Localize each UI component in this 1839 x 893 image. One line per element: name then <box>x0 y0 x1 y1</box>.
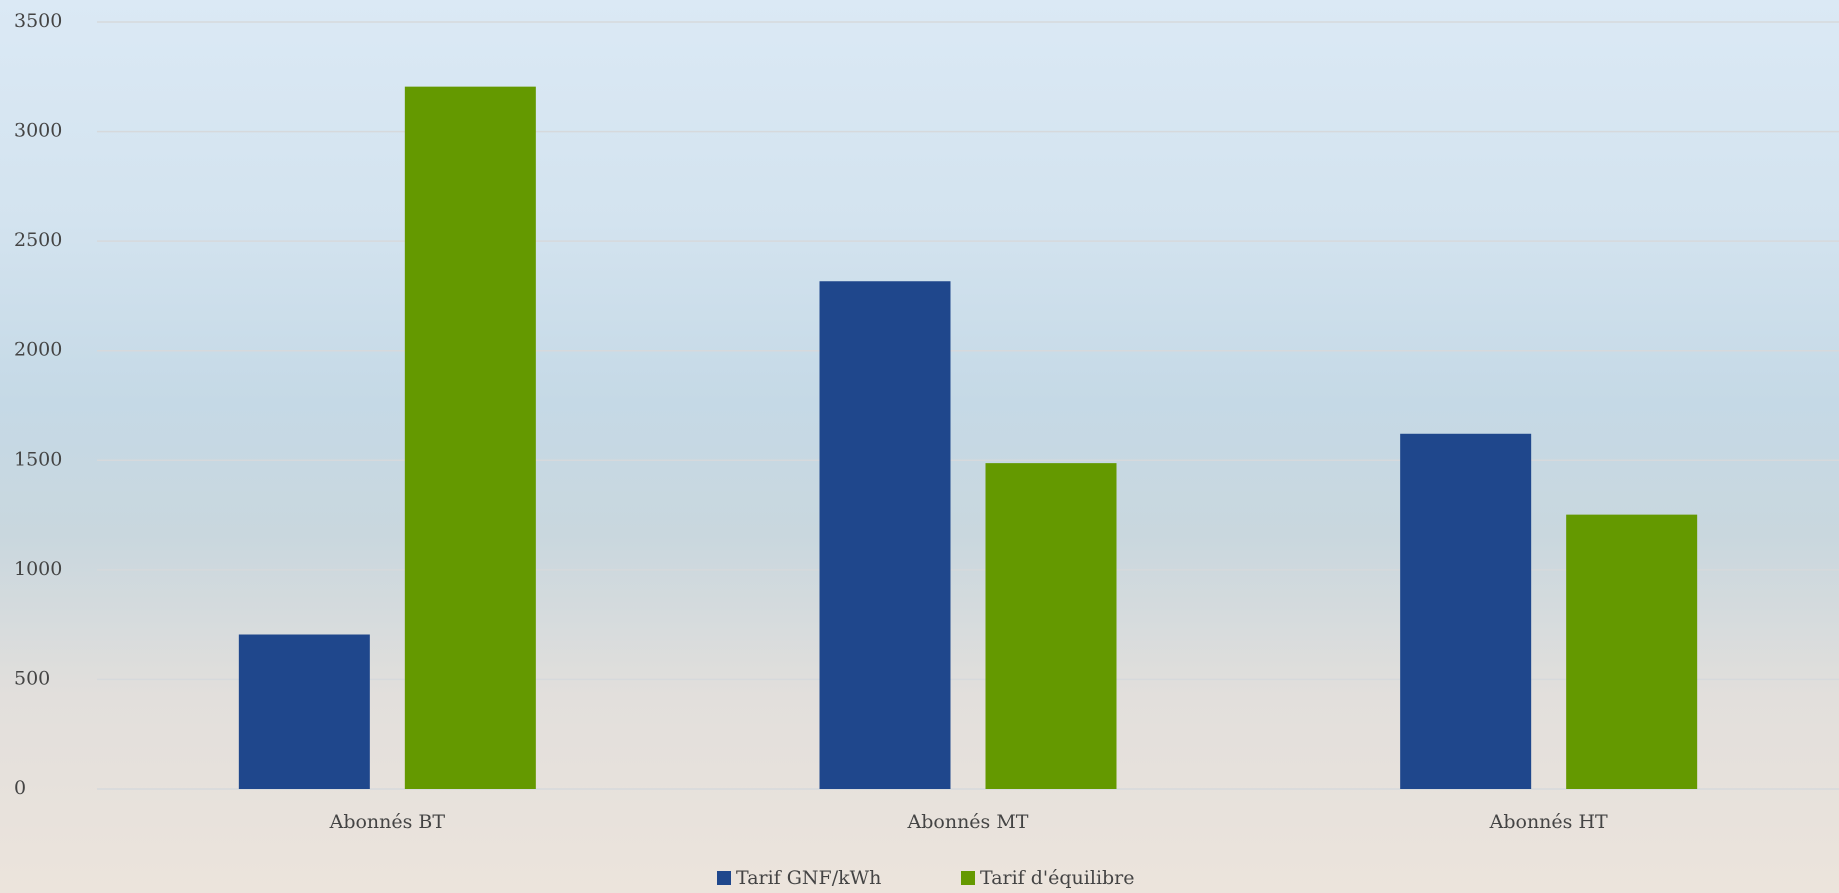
legend-label: Tarif d'équilibre <box>980 867 1135 889</box>
legend-label: Tarif GNF/kWh <box>736 867 881 889</box>
bar <box>1400 433 1532 789</box>
y-tick-label: 500 <box>14 667 50 689</box>
y-tick-label: 3500 <box>14 10 62 32</box>
x-tick-label: Abonnés MT <box>907 811 1029 833</box>
y-tick-label: 2500 <box>14 229 62 251</box>
y-tick-label: 1000 <box>14 558 62 580</box>
bar <box>985 463 1117 789</box>
x-tick-label: Abonnés HT <box>1489 811 1608 833</box>
legend-swatch <box>961 871 975 885</box>
bar <box>1566 514 1698 789</box>
x-tick-label: Abonnés BT <box>329 811 446 833</box>
bar <box>819 281 951 789</box>
y-tick-label: 1500 <box>14 448 62 470</box>
y-tick-label: 2000 <box>14 339 62 361</box>
bar <box>238 634 370 789</box>
y-tick-label: 0 <box>14 777 26 799</box>
y-tick-label: 3000 <box>14 120 62 142</box>
bar <box>404 86 536 789</box>
legend-swatch <box>717 871 731 885</box>
